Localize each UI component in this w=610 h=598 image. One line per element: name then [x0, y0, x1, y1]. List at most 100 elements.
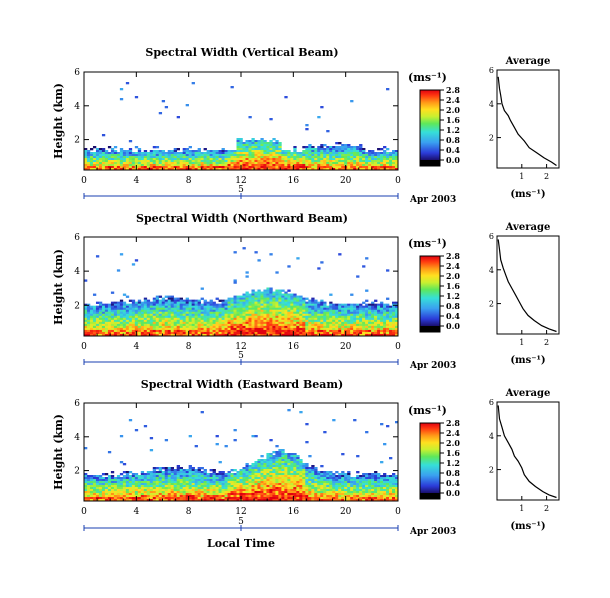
heatmap-cell	[320, 303, 324, 306]
heatmap-cell	[119, 154, 124, 157]
heatmap-cell	[84, 309, 88, 313]
heatmap-cell	[89, 477, 94, 480]
heatmap-cell	[311, 475, 315, 478]
heatmap-cell	[95, 307, 100, 311]
heatmap-cell	[137, 319, 142, 323]
heatmap-cell	[104, 329, 109, 333]
heatmap-cell	[266, 321, 270, 325]
heatmap-cell	[230, 327, 234, 331]
x-tick-label: 4	[133, 342, 139, 352]
heatmap-cell	[305, 166, 309, 169]
heatmap-cell	[344, 313, 348, 317]
heatmap-cell	[257, 160, 261, 163]
heatmap-cell	[257, 327, 261, 331]
heatmap-cell	[194, 473, 198, 476]
heatmap-cell	[281, 457, 285, 460]
heatmap-cell	[236, 140, 240, 143]
heatmap-cell	[281, 463, 285, 466]
heatmap-cell	[305, 154, 309, 157]
heatmap-cell	[320, 152, 324, 155]
heatmap-cell	[179, 481, 183, 484]
heatmap-cell	[326, 327, 330, 331]
heatmap-cell	[197, 495, 201, 498]
heatmap-cell	[161, 471, 166, 474]
heatmap-cell	[263, 317, 267, 321]
heatmap-cell	[161, 491, 166, 494]
heatmap-cell	[299, 166, 303, 169]
heatmap-cell	[329, 493, 333, 496]
heatmap-cell	[284, 96, 288, 99]
heatmap-cell	[101, 489, 106, 492]
heatmap-cell	[302, 477, 306, 480]
heatmap-cell	[374, 162, 378, 165]
heatmap-cell	[329, 473, 333, 476]
heatmap-cell	[269, 499, 273, 502]
heatmap-cell	[242, 160, 246, 163]
heatmap-cell	[131, 156, 136, 159]
heatmap-cell	[365, 257, 369, 260]
heatmap-cell	[338, 333, 342, 337]
heatmap-cell	[113, 329, 118, 333]
heatmap-cell	[218, 162, 222, 165]
heatmap-cell	[314, 317, 318, 321]
heatmap-cell	[203, 487, 207, 490]
heatmap-cell	[254, 164, 258, 167]
heatmap-cell	[122, 329, 127, 333]
heatmap-cell	[299, 152, 303, 155]
heatmap-cell	[84, 164, 88, 167]
heatmap-cell	[125, 495, 130, 498]
heatmap-cell	[191, 301, 195, 304]
heatmap-cell	[140, 499, 145, 502]
heatmap-cell	[149, 489, 154, 492]
heatmap-cell	[152, 152, 157, 155]
heatmap-cell	[314, 489, 318, 492]
heatmap-cell	[104, 485, 109, 488]
heatmap-cell	[350, 493, 354, 496]
heatmap-cell	[230, 156, 234, 159]
heatmap-cell	[128, 313, 133, 317]
heatmap-cell	[359, 329, 363, 333]
heatmap-cell	[230, 168, 234, 171]
heatmap-cell	[173, 331, 177, 335]
heatmap-cell	[392, 162, 396, 165]
heatmap-cell	[218, 473, 222, 476]
heatmap-cell	[101, 166, 106, 169]
heatmap-cell	[104, 489, 109, 492]
heatmap-cell	[140, 166, 145, 169]
heatmap-cell	[257, 305, 261, 309]
heatmap-cell	[335, 158, 339, 161]
heatmap-cell	[215, 156, 219, 159]
heatmap-cell	[266, 489, 270, 492]
heatmap-cell	[164, 164, 169, 167]
heatmap-cell	[152, 168, 157, 171]
heatmap-cell	[242, 313, 246, 317]
heatmap-cell	[329, 321, 333, 325]
heatmap-cell	[284, 313, 288, 317]
heatmap-cell	[332, 162, 336, 165]
heatmap-cell	[140, 319, 145, 323]
heatmap-cell	[164, 495, 169, 498]
heatmap-cell	[311, 327, 315, 331]
heatmap-cell	[275, 289, 279, 292]
heatmap-cell	[104, 497, 109, 500]
heatmap-cell	[107, 495, 112, 498]
heatmap-cell	[239, 307, 243, 311]
heatmap-cell	[101, 152, 106, 155]
heatmap-cell	[245, 485, 249, 488]
avg-x-tick-label: 2	[544, 172, 549, 181]
heatmap-cell	[236, 150, 240, 153]
heatmap-cell	[383, 317, 387, 321]
heatmap-cell	[194, 168, 198, 171]
heatmap-cell	[266, 307, 270, 311]
heatmap-cell	[275, 271, 279, 274]
heatmap-cell	[224, 152, 228, 155]
heatmap-cell	[347, 152, 351, 155]
heatmap-cell	[383, 146, 387, 149]
heatmap-cell	[272, 489, 276, 492]
heatmap-cell	[260, 293, 264, 296]
heatmap-cell	[122, 483, 127, 486]
heatmap-cell	[84, 152, 88, 155]
heatmap-cell	[212, 483, 216, 486]
heatmap-cell	[338, 325, 342, 329]
heatmap-cell	[92, 495, 97, 498]
